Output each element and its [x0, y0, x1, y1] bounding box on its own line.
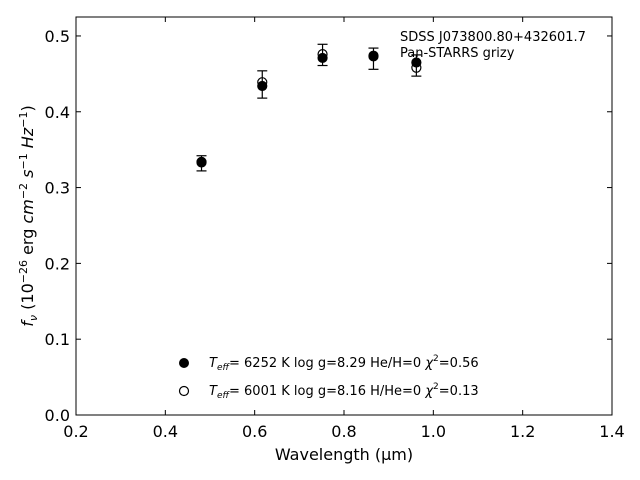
- x-tick-label-0: 0.2: [63, 422, 88, 441]
- x-tick-label-4: 1.0: [421, 422, 446, 441]
- x-tick-label-3: 0.8: [331, 422, 356, 441]
- annotation-object: SDSS J073800.80+432601.7: [400, 30, 586, 45]
- y-axis-title: fν (10−26 erg cm−2 s−1 Hz−1): [17, 105, 40, 326]
- x-tick-label-5: 1.2: [510, 422, 535, 441]
- legend-marker-filled: [179, 358, 189, 368]
- x-tick-label-2: 0.6: [242, 422, 267, 441]
- y-tick-label-0: 0.0: [45, 406, 70, 425]
- annotation-survey: Pan-STARRS grizy: [400, 46, 515, 61]
- legend-entry-2: Teff= 6001 K log g=8.16 H/He=0 χ2=0.13: [209, 382, 479, 401]
- legend: Teff= 6252 K log g=8.29 He/H=0 χ2=0.56 T…: [178, 354, 479, 401]
- ticks: 0.2 0.4 0.6 0.8 1.0 1.2 1.4 0.0 0.1 0.2 0.3 0.4 0.5: [45, 17, 625, 441]
- y-tick-label-4: 0.4: [45, 103, 70, 122]
- x-axis-title: Wavelength (μm): [275, 445, 413, 464]
- y-tick-label-1: 0.1: [45, 330, 70, 349]
- model-open-point-1: [257, 77, 268, 88]
- error-bars: [196, 43, 422, 172]
- model-filled-point-4: [411, 57, 422, 68]
- y-tick-label-3: 0.3: [45, 179, 70, 198]
- model-filled-point-2: [317, 52, 328, 64]
- model-open-point-2: [317, 49, 328, 60]
- legend-marker-open: [178, 385, 190, 397]
- data-points: [196, 49, 422, 168]
- x-tick-label-1: 0.4: [153, 422, 178, 441]
- model-open-point-3: [368, 50, 379, 61]
- y-tick-label-2: 0.2: [45, 254, 70, 273]
- model-open-point-0: [196, 157, 207, 168]
- legend-entry-1: Teff= 6252 K log g=8.29 He/H=0 χ2=0.56: [209, 354, 479, 373]
- x-tick-label-6: 1.4: [599, 422, 624, 441]
- model-filled-point-1: [257, 80, 268, 92]
- model-open-point-4: [411, 62, 422, 73]
- y-tick-label-5: 0.5: [45, 27, 70, 46]
